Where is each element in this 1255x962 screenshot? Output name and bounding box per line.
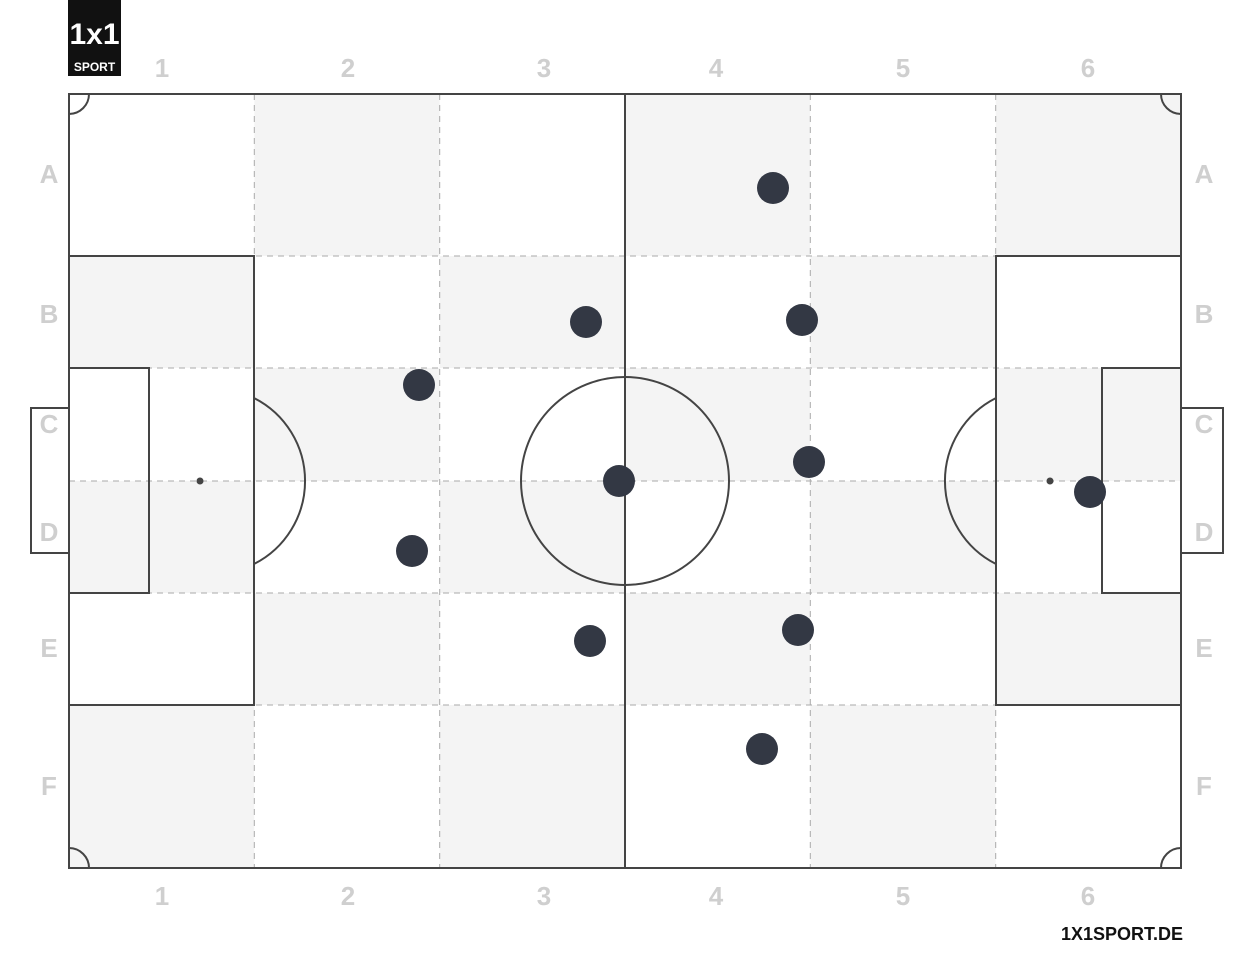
player (782, 614, 814, 646)
column-label: 5 (896, 53, 910, 83)
logo-text: SPORT (74, 60, 116, 74)
corner-arc (1160, 93, 1182, 115)
column-label: 4 (709, 881, 724, 911)
logo: 1x1 SPORT (68, 0, 121, 76)
player (1074, 476, 1106, 508)
row-label: F (1196, 771, 1212, 801)
grid-cell (69, 481, 255, 593)
player (403, 369, 435, 401)
player (570, 306, 602, 338)
penalty-arc (253, 397, 307, 565)
row-label: C (40, 409, 59, 439)
penalty-spot (196, 477, 204, 485)
penalty-spot (1046, 477, 1054, 485)
player (574, 625, 606, 657)
player (757, 172, 789, 204)
column-label: 2 (341, 53, 355, 83)
grid-cell (625, 94, 811, 256)
player (793, 446, 825, 478)
logo-mark: 1x1 (69, 18, 119, 51)
center-circle (520, 376, 730, 586)
column-label: 3 (537, 881, 551, 911)
corner-arc (68, 847, 90, 869)
goal (30, 407, 70, 554)
grid-cell (625, 593, 811, 705)
player (396, 535, 428, 567)
pitch-lines (30, 93, 1224, 869)
grid-cell (254, 94, 440, 256)
grid-cell (810, 705, 996, 868)
row-label: E (40, 633, 57, 663)
column-label: 6 (1081, 881, 1095, 911)
grid-shading (69, 94, 1181, 868)
grid-cell (625, 368, 811, 481)
row-label: D (40, 517, 59, 547)
footer: 1X1SPORT.DE (1061, 924, 1183, 944)
column-label: 6 (1081, 53, 1095, 83)
row-label: E (1195, 633, 1212, 663)
corner-arc (1160, 847, 1182, 869)
grid-cell (254, 593, 440, 705)
corner-arc (68, 93, 90, 115)
grid-cell (439, 705, 625, 868)
row-label: B (40, 299, 59, 329)
grid-cell (995, 368, 1181, 481)
column-label: 4 (709, 53, 724, 83)
grid-cell (69, 256, 255, 368)
player (786, 304, 818, 336)
goal (1180, 407, 1224, 554)
row-label: A (1195, 159, 1214, 189)
column-label: 5 (896, 881, 910, 911)
column-label: 1 (155, 881, 169, 911)
row-label: A (40, 159, 59, 189)
column-label: 3 (537, 53, 551, 83)
grid-labels: 1 1 2 2 3 3 4 4 5 5 6 6 A A B B C C D D E E F F (40, 53, 1214, 911)
grid-cell (810, 481, 996, 593)
row-label: D (1195, 517, 1214, 547)
column-label: 1 (155, 53, 169, 83)
players (396, 172, 1106, 765)
grid-cell (69, 705, 255, 868)
grid-cell (439, 481, 625, 593)
row-label: C (1195, 409, 1214, 439)
column-label: 2 (341, 881, 355, 911)
row-label: B (1195, 299, 1214, 329)
logo-box (68, 0, 121, 76)
player (746, 733, 778, 765)
grid-cell (995, 94, 1181, 256)
row-label: F (41, 771, 57, 801)
grid-cell (995, 593, 1181, 705)
player (603, 465, 635, 497)
penalty-arc (943, 397, 997, 565)
grid-cell (810, 256, 996, 368)
